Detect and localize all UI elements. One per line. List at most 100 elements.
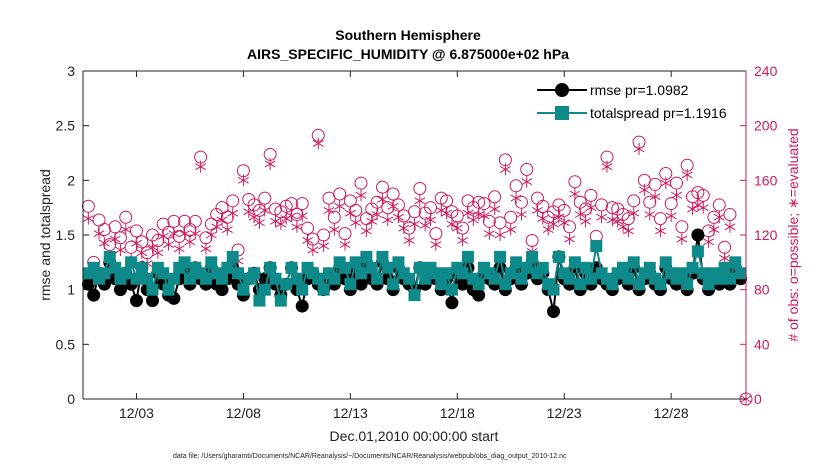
totalspread-point — [232, 267, 245, 280]
totalspread-point — [328, 272, 341, 285]
obs-evaluated-point — [200, 242, 212, 255]
totalspread-point — [290, 272, 303, 285]
obs-possible-point — [381, 201, 395, 215]
y-left-tick-label: 1 — [67, 282, 75, 298]
rmse-point — [354, 277, 368, 291]
totalspread-point — [686, 261, 699, 274]
obs-evaluated-point — [489, 203, 501, 216]
obs-evaluated-point — [419, 219, 431, 232]
rmse-point — [215, 283, 229, 297]
y-right-tick-label: 0 — [754, 391, 762, 407]
obs-possible-point — [327, 210, 341, 224]
legend: rmse pr=1.0982 totalspread pr=1.1916 — [528, 77, 733, 125]
obs-possible-point — [236, 164, 250, 178]
totalspread-point — [403, 272, 416, 285]
totalspread-point — [237, 283, 250, 296]
obs-evaluated-point — [318, 239, 330, 252]
y-right-tick-label: 80 — [754, 282, 770, 298]
totalspread-point — [355, 267, 368, 280]
totalspread-point — [419, 272, 432, 285]
rmse-point — [81, 277, 95, 291]
obs-possible-point — [354, 176, 368, 190]
y-left-tick-label: 0 — [67, 391, 75, 407]
totalspread-point — [659, 256, 672, 269]
obs-evaluated-point — [457, 234, 469, 247]
legend-rmse-label: rmse pr=1.0982 — [590, 82, 689, 98]
totalspread-point — [178, 256, 191, 269]
obs-evaluated-point — [275, 218, 287, 231]
chart-subtitle: AIRS_SPECIFIC_HUMIDITY @ 6.875000e+02 hP… — [247, 46, 569, 62]
obs-evaluated-point — [515, 208, 527, 221]
obs-possible-point — [140, 246, 154, 260]
totalspread-point — [344, 278, 357, 291]
obs-evaluated-point — [350, 216, 362, 229]
obs-possible-point — [696, 188, 710, 202]
totalspread-point — [461, 250, 474, 263]
totalspread-point — [258, 283, 271, 296]
obs-possible-point — [375, 180, 389, 194]
totalspread-point — [510, 256, 523, 269]
totalspread-point — [622, 272, 635, 285]
obs-possible-point — [573, 195, 587, 209]
obs-possible-point — [97, 223, 111, 237]
obs-evaluated-point — [334, 200, 346, 213]
totalspread-point — [119, 267, 132, 280]
y-left-tick-label: 3 — [67, 63, 75, 79]
x-tick-label: 12/28 — [654, 405, 689, 421]
obs-possible-point — [370, 195, 384, 209]
obs-possible-point — [514, 195, 528, 209]
obs-evaluated-point — [82, 212, 94, 225]
obs-possible-point — [391, 198, 405, 212]
totalspread-point — [520, 261, 533, 274]
obs-evaluated-point — [221, 223, 233, 236]
obs-possible-point — [504, 210, 518, 224]
obs-evaluated-point — [622, 224, 634, 237]
obs-possible-point — [664, 197, 678, 211]
totalspread-point — [269, 272, 282, 285]
totalspread-point — [371, 272, 384, 285]
legend-spread-label: totalspread pr=1.1916 — [590, 105, 727, 121]
tick-labels: 12/03 12/08 12/13 12/18 12/23 12/28 0 0.5 1 1.5 2 2… — [56, 63, 778, 421]
totalspread-point — [248, 267, 261, 280]
totalspread-point — [274, 294, 287, 307]
totalspread-point — [157, 267, 170, 280]
obs-possible-point — [659, 167, 673, 180]
obs-possible-point — [653, 212, 667, 226]
totalspread-point — [429, 267, 442, 280]
obs-possible-point — [472, 195, 486, 209]
obs-evaluated-point — [655, 224, 666, 237]
totalspread-point — [440, 267, 453, 280]
totalspread-point — [317, 283, 330, 296]
chart-title: Southern Hemisphere — [335, 27, 481, 43]
obs-evaluated-point — [687, 203, 698, 216]
obs-possible-point — [595, 198, 609, 212]
totalspread-point — [574, 278, 587, 291]
obs-evaluated-point — [521, 175, 533, 188]
totalspread-point — [216, 272, 229, 285]
totalspread-point — [563, 272, 576, 285]
rmse-point — [146, 294, 160, 308]
obs-possible-point — [621, 212, 635, 226]
obs-possible-point — [151, 233, 165, 247]
obs-evaluated-point — [398, 222, 410, 235]
totalspread-point — [515, 272, 528, 285]
obs-possible-point — [584, 188, 598, 202]
obs-evaluated-point — [564, 233, 576, 246]
totalspread-point — [499, 278, 512, 291]
totalspread-point — [376, 250, 389, 263]
obs-evaluated-point — [724, 220, 736, 233]
y-right-tick-label: 240 — [754, 63, 778, 79]
obs-evaluated-point — [360, 224, 372, 237]
totalspread-point — [445, 283, 458, 296]
obs-evaluated-point — [467, 213, 479, 226]
obs-evaluated-point — [580, 215, 592, 228]
y-right-tick-label: 40 — [754, 336, 770, 352]
totalspread-point — [654, 278, 667, 291]
obs-possible-point — [210, 208, 224, 221]
obs-evaluated-point — [697, 201, 709, 214]
rmse-point — [456, 277, 470, 291]
obs-evaluated-point — [253, 216, 265, 229]
obs-possible-point — [408, 205, 421, 219]
obs-possible-point — [119, 210, 133, 224]
